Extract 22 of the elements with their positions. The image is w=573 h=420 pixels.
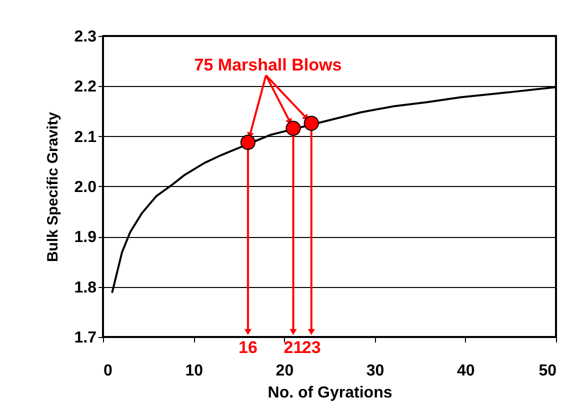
y-tick-label: 1.8 — [74, 279, 97, 296]
x-tick-label: 50 — [538, 362, 557, 380]
text: 23 — [302, 338, 321, 357]
x-tick-label: 10 — [185, 362, 204, 380]
x-tick-label: 20 — [276, 362, 294, 380]
point — [240, 134, 256, 150]
x-tick-label: 30 — [366, 362, 384, 380]
y-tick-label: 2.2 — [74, 78, 97, 96]
point — [304, 116, 319, 131]
text: 16 — [238, 338, 258, 357]
x-tick-label: 40 — [457, 362, 475, 380]
y-tick-label: 2.0 — [74, 179, 97, 196]
text: 21 — [284, 338, 303, 357]
y-tick-label: 1.7 — [74, 330, 97, 346]
y-tick-label: 2.3 — [74, 28, 97, 46]
y-tick-label: 1.9 — [74, 229, 97, 246]
x-axis-title: No. of Gyrations — [268, 384, 392, 402]
point — [286, 120, 301, 136]
y-axis-title: Bulk Specific Gravity — [44, 111, 62, 262]
annotation: 75 Marshall Blows — [194, 55, 342, 74]
y-tick-label: 2.1 — [74, 128, 97, 146]
x-tick-label: 0 — [104, 362, 112, 380]
